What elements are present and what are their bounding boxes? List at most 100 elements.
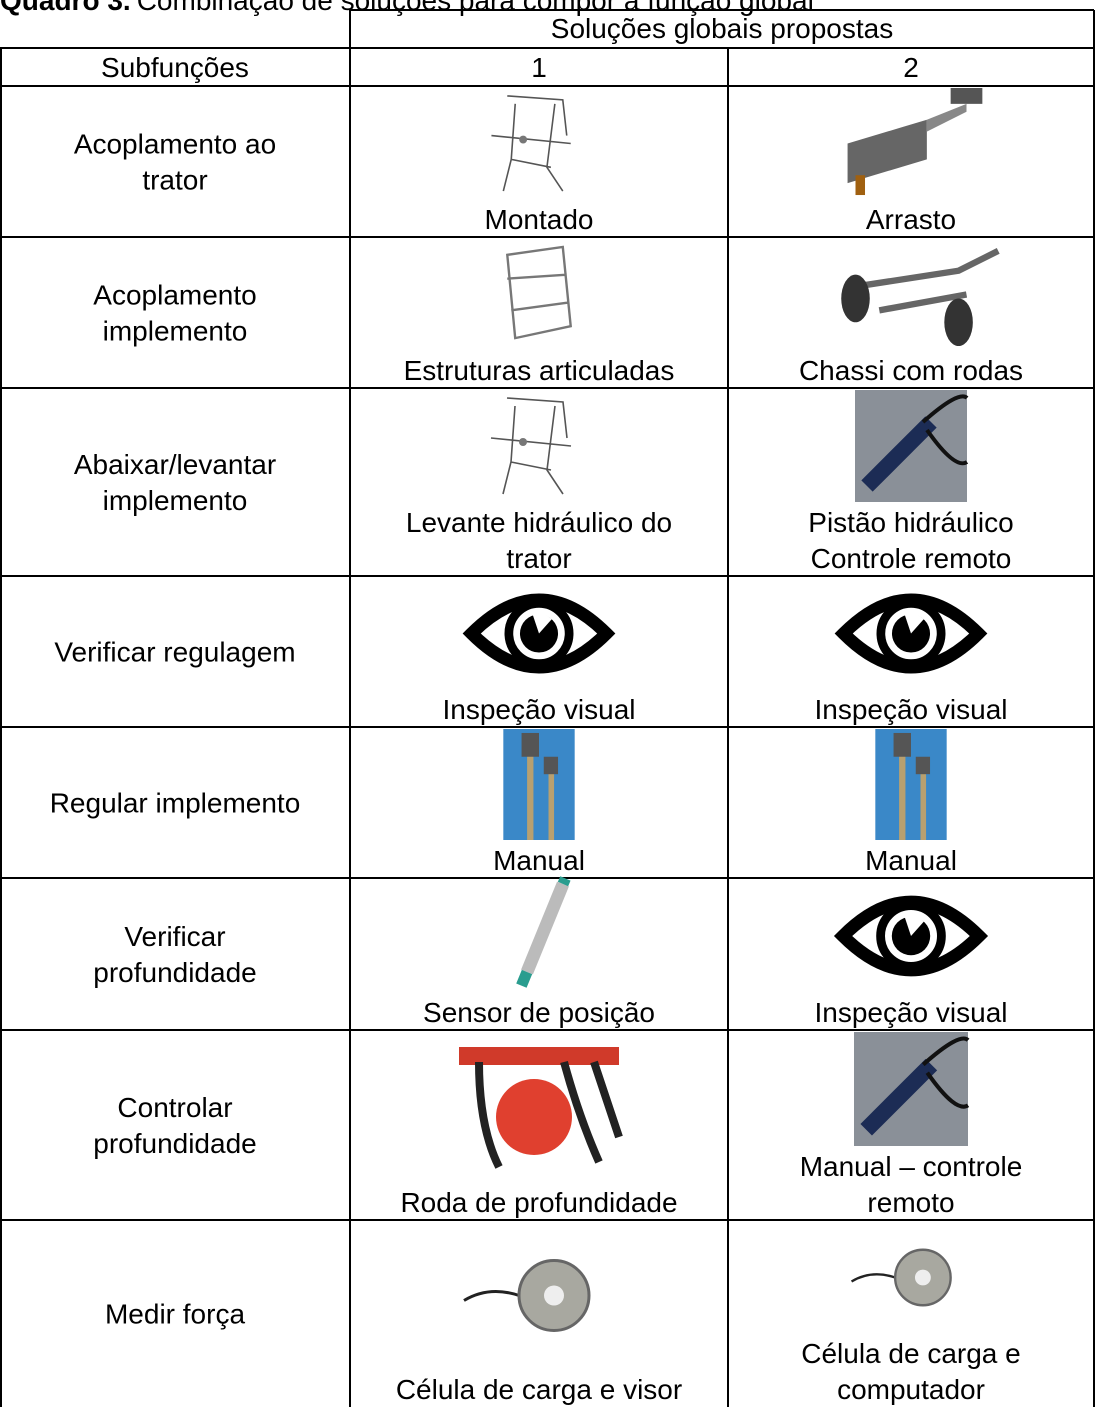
photo-bg	[503, 729, 575, 840]
chassis-wheel	[944, 298, 973, 347]
solution-label: computador	[837, 1374, 985, 1405]
eye-outline	[834, 593, 988, 674]
eye-iris	[876, 599, 946, 668]
eye-glint	[532, 613, 552, 634]
machine-plate	[950, 88, 983, 104]
solution-label: Manual – controle	[800, 1151, 1023, 1182]
solution-label: Chassi com rodas	[799, 355, 1023, 386]
solution-label: Arrasto	[866, 204, 956, 235]
subfunction: profundidade	[93, 1128, 256, 1159]
solution-label: remoto	[867, 1187, 954, 1218]
header-column: 2	[903, 52, 919, 83]
illustration	[855, 390, 969, 502]
eye-glint	[904, 915, 924, 936]
solution-label: Montado	[485, 204, 594, 235]
eye-iris	[504, 599, 574, 668]
load-cell-hole	[914, 1269, 931, 1286]
illustration	[491, 95, 571, 192]
illustration	[833, 895, 989, 977]
valve-rod	[548, 772, 555, 840]
illustration	[847, 88, 983, 196]
depth-wheel	[496, 1079, 572, 1155]
eye-outline	[833, 895, 989, 977]
eye-outline	[462, 593, 616, 674]
valve-head	[521, 732, 539, 757]
machine-arm	[926, 103, 967, 132]
eye-iris	[876, 901, 946, 971]
table-rules	[0, 9, 1095, 1407]
machine-bracket	[855, 175, 866, 196]
solution-label: Levante hidráulico do	[406, 507, 672, 538]
illustration	[490, 397, 572, 495]
caption-text: Combinação de soluções para compor a fun…	[137, 0, 814, 16]
header-column: 1	[531, 52, 547, 83]
caption-label: Quadro 3.	[0, 0, 131, 16]
cylinder-hose	[921, 394, 969, 466]
solution-label: Pistão hidráulico	[808, 507, 1013, 538]
header-subfunctions: Subfunções	[101, 52, 249, 83]
solution-label: Célula de carga e visor	[396, 1374, 682, 1405]
subfunction: implemento	[103, 485, 248, 516]
cylinder-body	[861, 416, 937, 492]
subfunction: implemento	[103, 316, 248, 347]
subfunction: Controlar	[117, 1092, 232, 1123]
valve-rod	[920, 772, 927, 840]
solution-label: Sensor de posição	[423, 997, 655, 1028]
solution-label: Estruturas articuladas	[404, 355, 675, 386]
subfunction: trator	[142, 165, 207, 196]
cylinder-hose	[921, 1036, 970, 1109]
illustration	[850, 1248, 952, 1307]
cylinder-body	[860, 1058, 938, 1136]
sensor-body	[521, 881, 569, 975]
implement-shanks	[475, 1060, 623, 1169]
illustration	[834, 593, 988, 674]
solution-label: Manual	[493, 845, 585, 876]
chassis-frame	[855, 248, 1000, 314]
solution-label: Controle remoto	[811, 543, 1012, 574]
subfunction: Verificar	[124, 921, 225, 952]
illustration	[463, 1259, 591, 1332]
solution-label: Inspeção visual	[442, 694, 635, 725]
illustration	[841, 248, 1000, 347]
illustration	[505, 245, 573, 340]
solution-label: Inspeção visual	[814, 694, 1007, 725]
solution-label: Roda de profundidade	[400, 1187, 677, 1218]
valve-rod	[527, 752, 534, 840]
sketch-joint	[519, 438, 527, 446]
eye-glint	[904, 613, 924, 634]
solution-label: trator	[506, 543, 571, 574]
subfunction: Acoplamento ao	[74, 129, 276, 160]
illustration	[459, 1047, 623, 1169]
sensor-tip	[516, 876, 571, 988]
eye-pupil	[891, 614, 931, 653]
photo-bg	[875, 729, 947, 840]
cell-cable	[850, 1273, 896, 1283]
subfunction: Abaixar/levantar	[74, 449, 276, 480]
sketch	[491, 95, 571, 192]
caption: Quadro 3. Combinação de soluções para com…	[0, 0, 814, 16]
cell-cable	[463, 1290, 520, 1302]
illustration	[854, 1032, 970, 1146]
sketch-joint	[519, 135, 528, 144]
subfunction: Verificar regulagem	[54, 637, 295, 668]
solution-label: Manual	[865, 845, 957, 876]
valve-rod	[899, 752, 906, 840]
sketch	[490, 397, 572, 495]
chassis-wheel	[841, 274, 870, 323]
machine-body	[847, 119, 927, 184]
subfunction: Regular implemento	[50, 788, 301, 819]
illustration	[462, 593, 616, 674]
subfunction: Acoplamento	[93, 280, 256, 311]
implement-bar	[459, 1047, 619, 1065]
subfunction: Medir força	[105, 1299, 245, 1330]
valve-head	[915, 756, 931, 775]
header-group: Soluções globais propostas	[551, 13, 893, 44]
frame	[505, 245, 573, 340]
valve-head	[893, 732, 911, 757]
solution-label: Célula de carga e	[801, 1338, 1020, 1369]
valve-head	[543, 756, 559, 775]
load-cell-hole	[544, 1285, 564, 1306]
subfunction: profundidade	[93, 957, 256, 988]
